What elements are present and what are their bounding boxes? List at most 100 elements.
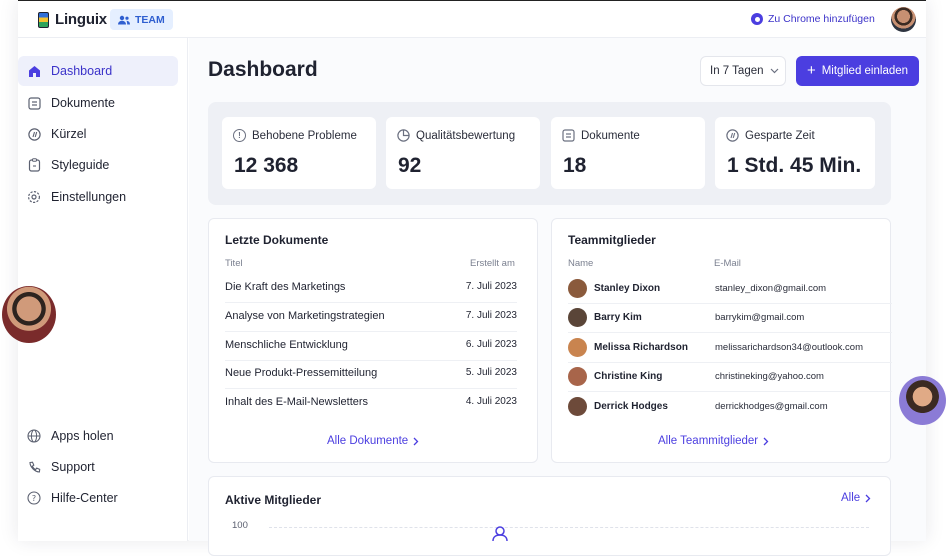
app-window: Linguix TEAM Zu Chrome hinzufügen Dashbo… [18, 0, 926, 556]
chrome-extension-link[interactable]: Zu Chrome hinzufügen [751, 13, 875, 25]
member-email: melissarichardson34@outlook.com [715, 342, 863, 353]
table-row[interactable]: Melissa Richardson melissarichardson34@ou… [568, 333, 892, 363]
column-header: Titel [225, 258, 243, 269]
stat-value: 92 [398, 154, 422, 177]
user-avatar[interactable] [891, 7, 916, 32]
doc-title: Neue Produkt-Pressemitteilung [225, 367, 378, 379]
member-name: Christine King [594, 371, 663, 382]
avatar [568, 308, 587, 327]
avatar [568, 279, 587, 298]
stat-label: Dokumente [581, 129, 640, 142]
sidebar-item-label: Einstellungen [51, 190, 127, 204]
logo-icon [38, 11, 49, 28]
doc-date: 7. Juli 2023 [465, 281, 517, 292]
shortcut-icon [726, 129, 739, 142]
active-members-panel: Aktive Mitglieder Alle 100 [208, 476, 891, 556]
sidebar-item-support[interactable]: Support [18, 452, 178, 482]
doc-title: Die Kraft des Marketings [225, 281, 346, 293]
all-team-members-link[interactable]: Alle Teammitglieder [658, 435, 769, 447]
sidebar-item-label: Hilfe-Center [51, 491, 118, 505]
sidebar-item-label: Dashboard [51, 64, 113, 78]
pie-icon [397, 129, 410, 142]
decorative-avatar [899, 376, 946, 425]
doc-date: 7. Juli 2023 [465, 310, 517, 321]
main-content: Dashboard In 7 Tagen + Mitglied einladen… [189, 38, 926, 556]
link-label: Alle Teammitglieder [658, 435, 759, 447]
stat-label: Gesparte Zeit [745, 129, 815, 142]
avatar [568, 397, 587, 416]
panel-title: Letzte Dokumente [225, 233, 329, 247]
table-row[interactable]: Stanley Dixon stanley_dixon@gmail.com [568, 274, 892, 304]
chrome-icon [751, 13, 763, 25]
table-row[interactable]: Neue Produkt-Pressemitteilung 5. Juli 202… [225, 360, 517, 389]
stat-label: Behobene Probleme [252, 129, 357, 142]
chrome-link-label: Zu Chrome hinzufügen [768, 13, 875, 25]
stat-value: 1 Std. 45 Min. [727, 154, 862, 177]
logo[interactable]: Linguix [38, 11, 107, 28]
panel-title: Aktive Mitglieder [225, 493, 322, 507]
sidebar-item-hilfe-center[interactable]: ? Hilfe-Center [18, 483, 178, 513]
table-row[interactable]: Die Kraft des Marketings 7. Juli 2023 [225, 274, 517, 303]
team-members-panel: Teammitglieder Name E-Mail Stanley Dixon… [551, 218, 892, 463]
help-icon: ? [27, 491, 41, 505]
member-name: Melissa Richardson [594, 342, 688, 353]
grid-line [269, 527, 869, 528]
sidebar-item-label: Support [51, 460, 95, 474]
home-icon [27, 64, 41, 78]
sidebar-item-label: Kürzel [51, 127, 87, 141]
sidebar-item-einstellungen[interactable]: Einstellungen [18, 182, 178, 212]
stat-card: ! Behobene Probleme 12 368 [222, 117, 376, 189]
link-label: Alle Dokumente [327, 435, 409, 447]
clipboard-icon [27, 158, 41, 172]
all-documents-link[interactable]: Alle Dokumente [327, 435, 419, 447]
team-badge-label: TEAM [135, 13, 165, 26]
member-name: Barry Kim [594, 312, 642, 323]
sidebar-item-apps-holen[interactable]: Apps holen [18, 421, 178, 451]
stat-card: Gesparte Zeit 1 Std. 45 Min. [715, 117, 875, 189]
team-icon [118, 15, 130, 24]
member-name: Stanley Dixon [594, 283, 661, 294]
member-email: christineking@yahoo.com [715, 371, 824, 382]
table-row[interactable]: Inhalt des E-Mail-Newsletters 4. Juli 202… [225, 389, 517, 418]
table-row[interactable]: Christine King christineking@yahoo.com [568, 362, 892, 392]
svg-text:?: ? [32, 494, 36, 503]
doc-title: Menschliche Entwicklung [225, 339, 348, 351]
invite-button-label: Mitglied einladen [821, 65, 909, 77]
doc-title: Inhalt des E-Mail-Newsletters [225, 396, 369, 408]
panel-title: Teammitglieder [568, 233, 656, 247]
stats-panel: ! Behobene Probleme 12 368 Qualitätsbewer… [208, 102, 891, 205]
table-row[interactable]: Derrick Hodges derrickhodges@gmail.com [568, 392, 892, 422]
stat-value: 18 [563, 154, 587, 177]
invite-member-button[interactable]: + Mitglied einladen [796, 56, 919, 86]
stat-label: Qualitätsbewertung [416, 129, 516, 142]
table-row[interactable]: Barry Kim barrykim@gmail.com [568, 303, 892, 333]
sidebar-item-dashboard[interactable]: Dashboard [18, 56, 178, 86]
member-email: stanley_dixon@gmail.com [715, 283, 827, 294]
sidebar-item-label: Dokumente [51, 96, 115, 110]
all-active-members-link[interactable]: Alle [841, 492, 871, 504]
app-name: Linguix [55, 11, 107, 28]
table-row[interactable]: Analyse von Marketingstrategien 7. Juli 2… [225, 303, 517, 332]
sidebar-item-styleguide[interactable]: Styleguide [18, 150, 178, 180]
member-email: barrykim@gmail.com [715, 312, 805, 323]
recent-documents-panel: Letzte Dokumente Titel Erstellt am Die K… [208, 218, 538, 463]
phone-icon [27, 460, 41, 474]
chevron-right-icon [413, 437, 419, 445]
chevron-right-icon [865, 494, 871, 502]
team-badge[interactable]: TEAM [110, 9, 173, 30]
alert-icon: ! [233, 129, 246, 142]
chevron-down-icon [770, 68, 778, 74]
avatar [568, 338, 587, 357]
plus-icon: + [806, 61, 816, 79]
sidebar-item-label: Apps holen [51, 429, 114, 443]
gear-icon [27, 190, 41, 204]
sidebar-item-dokumente[interactable]: Dokumente [18, 88, 178, 118]
sidebar-item-label: Styleguide [51, 158, 110, 172]
page-title: Dashboard [208, 58, 318, 81]
table-row[interactable]: Menschliche Entwicklung 6. Juli 2023 [225, 332, 517, 361]
sidebar-item-kuerzel[interactable]: Kürzel [18, 119, 178, 149]
doc-date: 5. Juli 2023 [465, 367, 517, 378]
date-range-select[interactable]: In 7 Tagen [700, 56, 786, 86]
column-header: Erstellt am [470, 258, 515, 269]
decorative-avatar [2, 286, 56, 343]
